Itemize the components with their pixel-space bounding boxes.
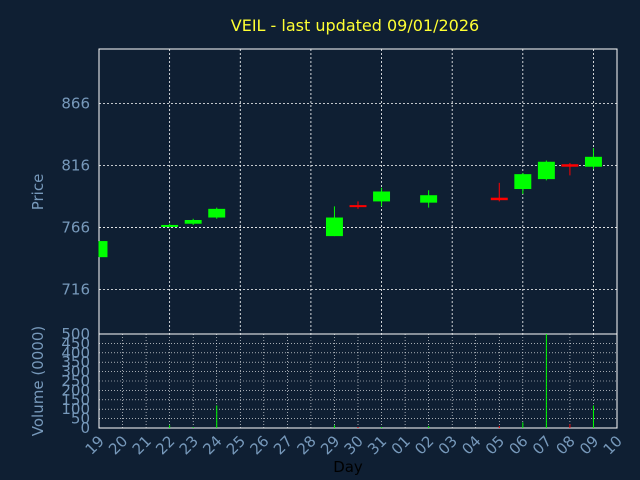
day-tick-label: 27 bbox=[270, 432, 296, 458]
volume-tick-label: 50 bbox=[71, 410, 90, 428]
volume-tick-label: 300 bbox=[61, 363, 90, 381]
volume-tick-label: 400 bbox=[61, 344, 90, 362]
price-tick-label: 866 bbox=[61, 95, 90, 113]
volume-axis-label: Volume (0000) bbox=[29, 326, 47, 436]
day-tick-label: 23 bbox=[176, 432, 202, 458]
volume-tick-label: 200 bbox=[61, 381, 90, 399]
chart-title: VEIL - last updated 09/01/2026 bbox=[231, 16, 479, 35]
day-tick-label: 04 bbox=[458, 432, 484, 458]
day-tick-label: 21 bbox=[129, 432, 155, 458]
candle-body bbox=[373, 191, 391, 202]
day-tick-label: 07 bbox=[529, 432, 555, 458]
candle-body bbox=[561, 164, 579, 167]
day-tick-label: 29 bbox=[317, 432, 343, 458]
day-tick-label: 31 bbox=[364, 432, 390, 458]
day-tick-label: 24 bbox=[199, 432, 225, 458]
candle-body bbox=[514, 174, 532, 190]
volume-tick-label: 350 bbox=[61, 353, 90, 371]
day-tick-label: 20 bbox=[105, 432, 131, 458]
candle-body bbox=[161, 224, 179, 227]
price-tick-label: 716 bbox=[61, 280, 90, 298]
candle-body bbox=[208, 208, 226, 218]
day-tick-label: 06 bbox=[505, 432, 531, 458]
candle-body bbox=[490, 197, 508, 201]
price-tick-label: 766 bbox=[61, 218, 90, 236]
day-tick-label: 30 bbox=[341, 432, 367, 458]
candle-body bbox=[584, 156, 602, 167]
day-tick-label: 03 bbox=[435, 432, 461, 458]
day-tick-label: 10 bbox=[600, 432, 626, 458]
price-axis-label: Price bbox=[29, 174, 47, 211]
volume-tick-label: 450 bbox=[61, 334, 90, 352]
day-tick-label: 08 bbox=[553, 432, 579, 458]
day-tick-label: 01 bbox=[388, 432, 414, 458]
candle-body bbox=[184, 220, 202, 224]
price-panel-frame bbox=[98, 48, 618, 335]
candle-body bbox=[349, 205, 367, 208]
candle-body bbox=[420, 195, 438, 203]
day-tick-label: 22 bbox=[152, 432, 178, 458]
price-tick-label: 816 bbox=[61, 156, 90, 174]
candle-body bbox=[99, 241, 108, 258]
x-axis-label: Day bbox=[333, 458, 363, 476]
day-tick-label: 09 bbox=[576, 432, 602, 458]
candle-body bbox=[325, 217, 343, 237]
volume-tick-label: 500 bbox=[61, 325, 90, 343]
volume-tick-label: 250 bbox=[61, 372, 90, 390]
volume-tick-label: 150 bbox=[61, 391, 90, 409]
volume-tick-label: 0 bbox=[80, 419, 90, 437]
candle-body bbox=[537, 161, 555, 180]
day-tick-label: 25 bbox=[223, 432, 249, 458]
day-tick-label: 26 bbox=[246, 432, 272, 458]
day-tick-label: 02 bbox=[411, 432, 437, 458]
day-tick-label: 05 bbox=[482, 432, 508, 458]
volume-tick-label: 100 bbox=[61, 400, 90, 418]
day-tick-label: 28 bbox=[294, 432, 320, 458]
